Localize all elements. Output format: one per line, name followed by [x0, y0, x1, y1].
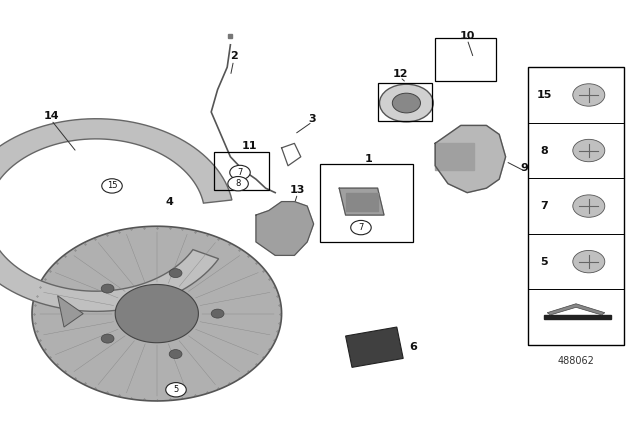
- Text: 5: 5: [173, 385, 179, 394]
- Bar: [528, 67, 624, 345]
- Text: 4: 4: [166, 197, 173, 207]
- Text: 1: 1: [365, 154, 372, 164]
- Polygon shape: [346, 327, 403, 367]
- Polygon shape: [435, 143, 474, 170]
- Polygon shape: [256, 202, 314, 255]
- Circle shape: [573, 250, 605, 273]
- Text: 8: 8: [236, 179, 241, 188]
- Polygon shape: [544, 315, 611, 319]
- Text: 7: 7: [237, 168, 243, 177]
- Polygon shape: [58, 296, 83, 327]
- Text: 15: 15: [107, 181, 117, 190]
- Circle shape: [228, 177, 248, 191]
- Circle shape: [101, 284, 114, 293]
- Text: 7: 7: [540, 201, 548, 211]
- Circle shape: [102, 179, 122, 193]
- Text: 6: 6: [409, 342, 417, 352]
- Polygon shape: [346, 193, 378, 211]
- Text: 488062: 488062: [557, 356, 595, 366]
- Circle shape: [169, 269, 182, 278]
- Text: 10: 10: [460, 31, 475, 41]
- Polygon shape: [339, 188, 384, 215]
- Text: 12: 12: [392, 69, 408, 79]
- Polygon shape: [0, 119, 232, 311]
- Circle shape: [169, 349, 182, 358]
- Circle shape: [101, 334, 114, 343]
- Circle shape: [230, 165, 250, 180]
- Polygon shape: [115, 284, 198, 343]
- Circle shape: [211, 309, 224, 318]
- Text: 13: 13: [290, 185, 305, 195]
- Text: 9: 9: [521, 163, 529, 173]
- Text: 2: 2: [230, 51, 237, 61]
- Text: 8: 8: [540, 146, 548, 155]
- Circle shape: [392, 93, 420, 113]
- Circle shape: [573, 195, 605, 217]
- Polygon shape: [547, 304, 605, 315]
- Polygon shape: [32, 226, 282, 401]
- Text: 5: 5: [540, 257, 548, 267]
- Text: 11: 11: [242, 141, 257, 151]
- Polygon shape: [435, 125, 506, 193]
- Circle shape: [573, 139, 605, 162]
- Circle shape: [573, 84, 605, 106]
- Text: 7: 7: [358, 223, 364, 232]
- Text: 3: 3: [308, 114, 316, 124]
- Circle shape: [380, 84, 433, 122]
- Circle shape: [351, 220, 371, 235]
- Text: 14: 14: [44, 112, 59, 121]
- Text: 15: 15: [536, 90, 552, 100]
- Circle shape: [166, 383, 186, 397]
